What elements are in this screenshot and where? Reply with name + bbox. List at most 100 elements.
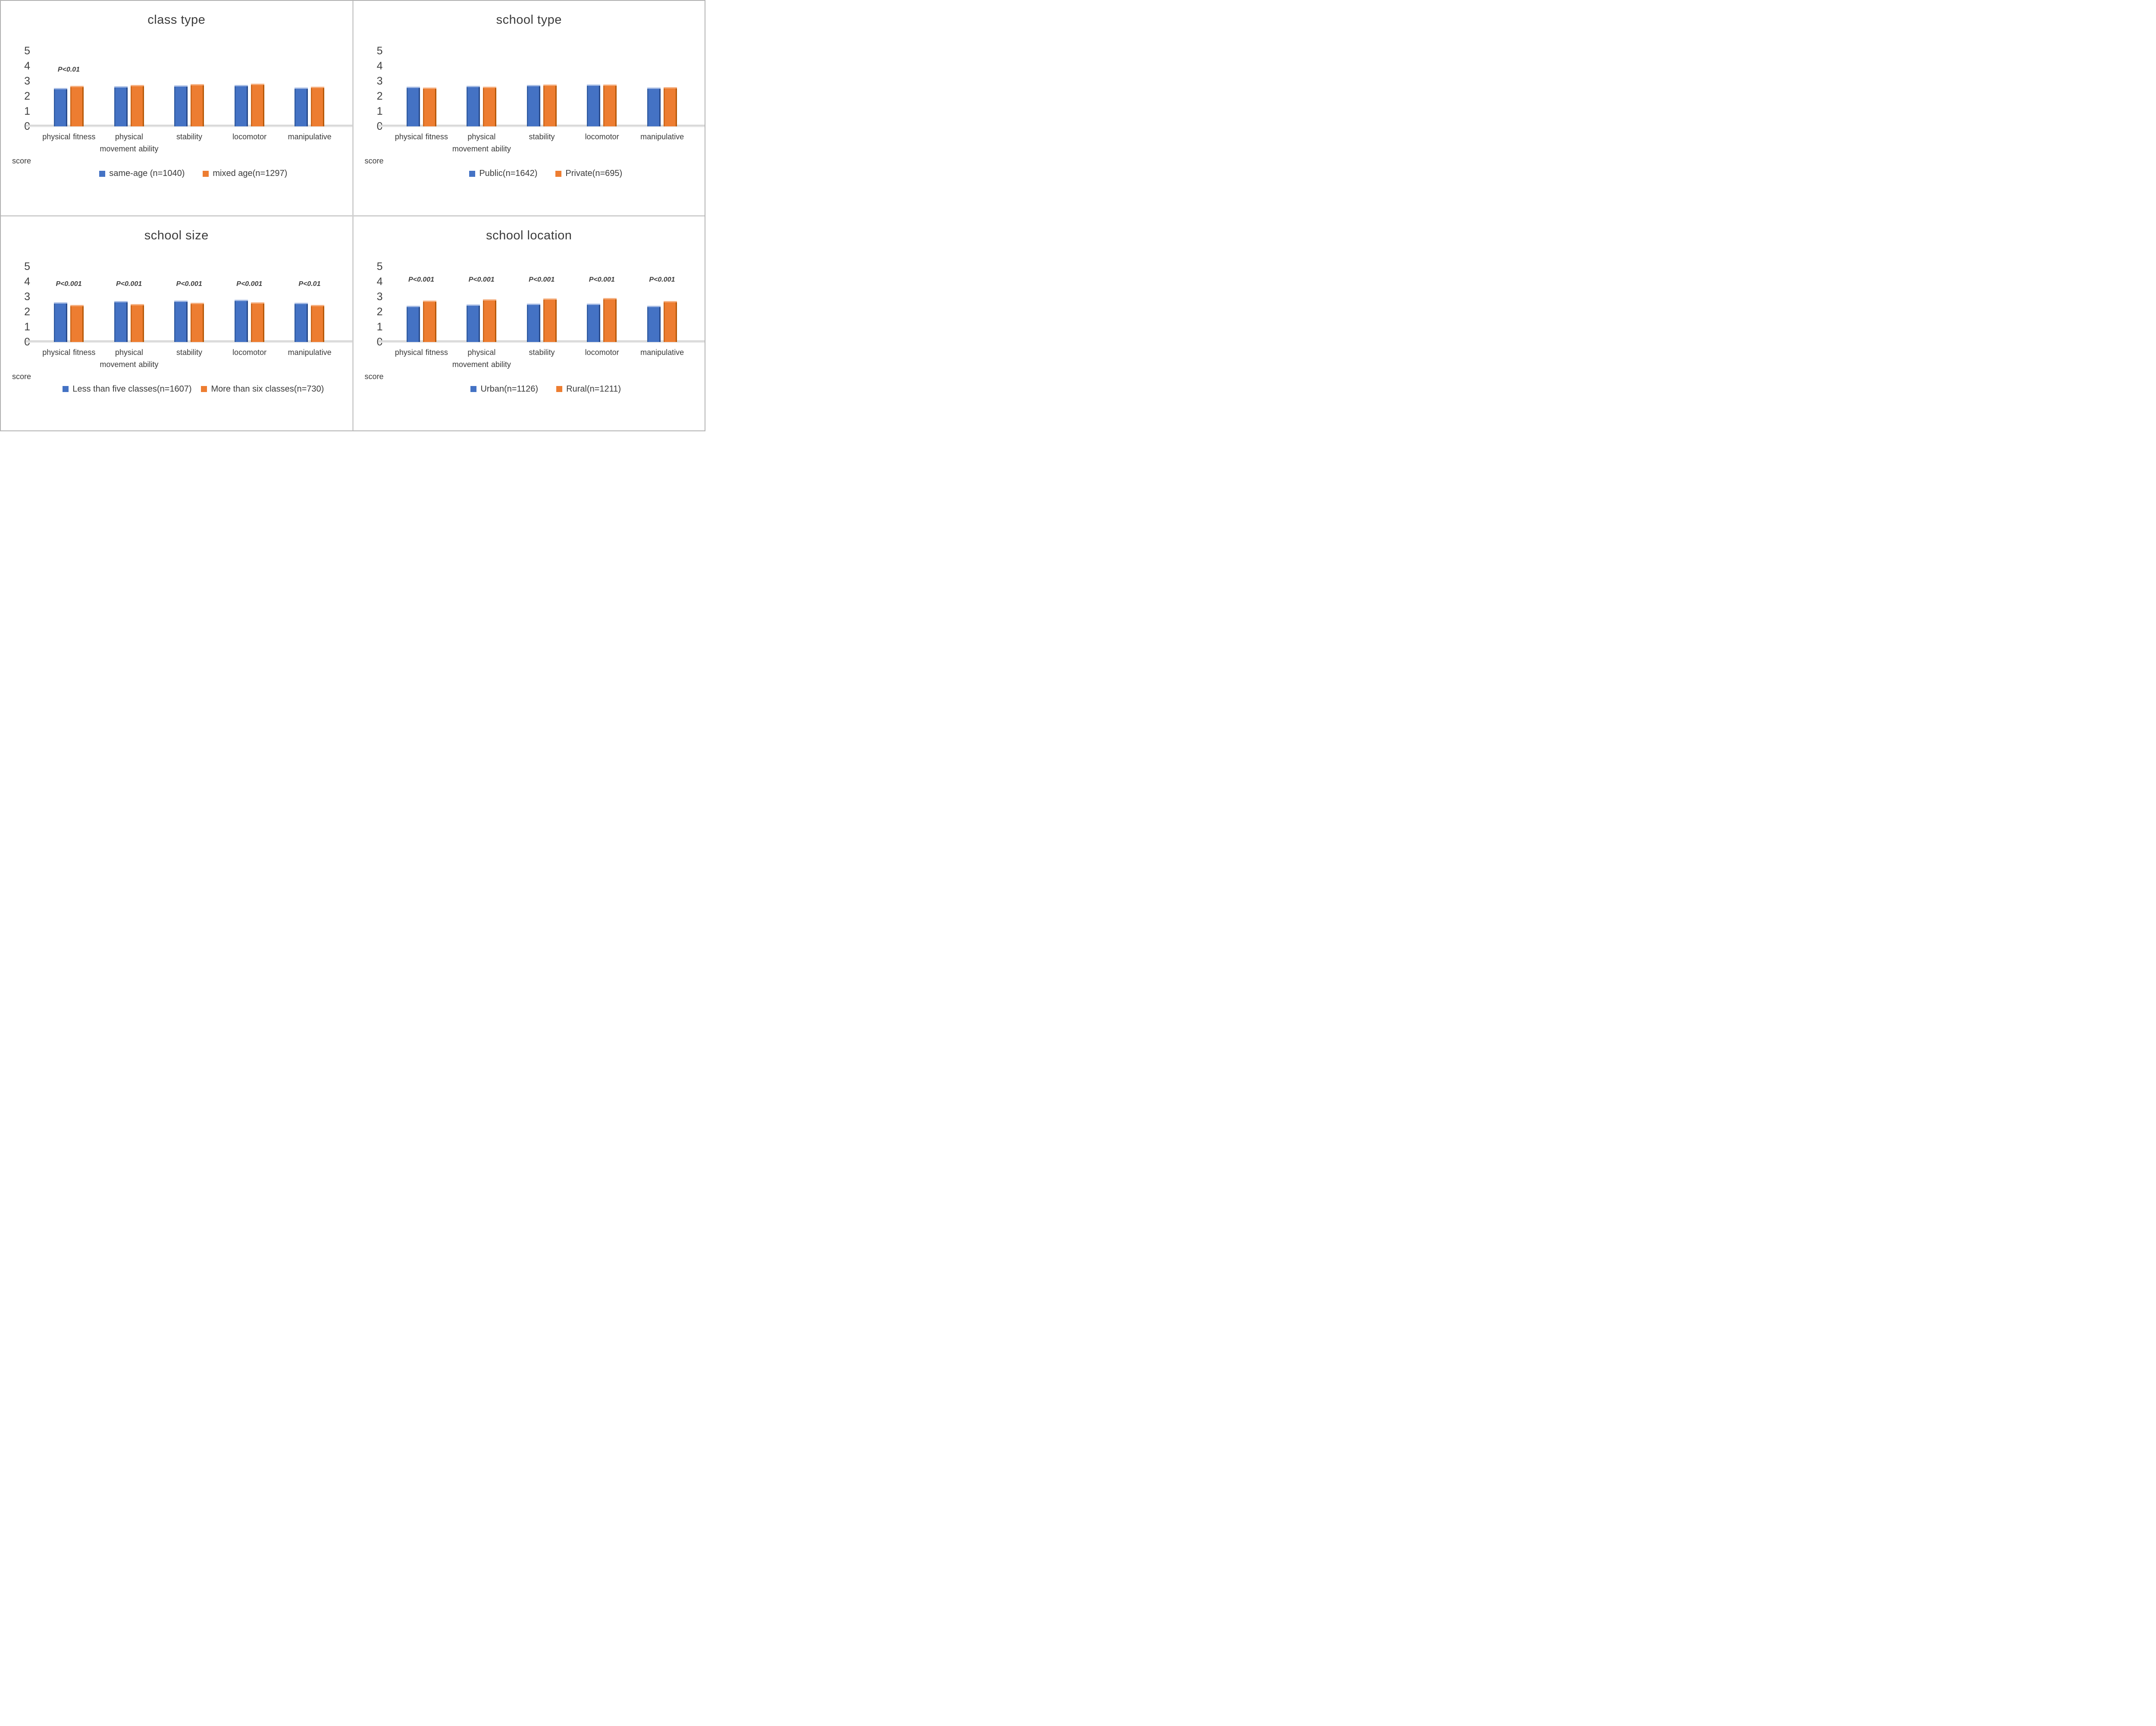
x-axis-line [378, 340, 705, 343]
bar-pair [159, 51, 219, 126]
bar-group: P<0.001 [159, 267, 219, 342]
y-axis-tick-label: 3 [376, 75, 383, 87]
bar-group [159, 51, 219, 126]
x-axis-category-label: stability [529, 348, 555, 357]
y-axis-tick-label: 4 [376, 275, 383, 288]
y-axis-tick-label: 5 [24, 45, 30, 57]
bar-group: P<0.001 [572, 267, 632, 342]
chart-title: class type [147, 13, 206, 27]
x-axis-category-label: physical fitness [42, 132, 96, 141]
legend-item: Rural(n=1211) [556, 384, 621, 394]
legend-swatch-icon [99, 170, 106, 177]
bar [191, 84, 204, 126]
bar [191, 302, 204, 342]
bar-pair [572, 51, 632, 126]
bar-group [632, 51, 692, 126]
legend-swatch-icon [556, 386, 563, 392]
bar-pair [632, 267, 692, 342]
bar-group [219, 51, 279, 126]
bar-pair [219, 267, 279, 342]
x-axis-category-label: manipulative [288, 348, 332, 357]
bar [663, 301, 677, 342]
x-axis-category-label: locomotor [232, 132, 267, 141]
p-value-annotation: P<0.001 [529, 276, 555, 283]
bar-group [392, 51, 451, 126]
bar-pair [392, 51, 451, 126]
bar-pair [632, 51, 692, 126]
bar [70, 85, 84, 126]
p-value-annotation: P<0.001 [116, 280, 142, 288]
bar-group: P<0.001 [632, 267, 692, 342]
legend: same-age (n=1040) mixed age(n=1297) [39, 169, 348, 179]
p-value-annotation: P<0.001 [56, 280, 82, 288]
legend-label: same-age (n=1040) [109, 169, 185, 178]
bar [234, 300, 248, 342]
chart-panel-school-type: school type012345physical fitnessphysica… [353, 1, 705, 215]
x-axis-category-label: locomotor [585, 132, 619, 141]
bar [295, 88, 308, 126]
y-axis-tick-label: 2 [24, 90, 30, 102]
plot-area: 012345 [377, 45, 705, 132]
y-axis-tick-label: 3 [24, 290, 30, 303]
bar [54, 88, 67, 126]
bar [174, 300, 188, 342]
legend-label: Private(n=695) [565, 169, 623, 178]
p-value-annotation: P<0.01 [298, 280, 321, 288]
y-axis-tick-label: 1 [24, 105, 30, 117]
y-axis-title-score: score [12, 157, 31, 165]
legend-label: mixed age(n=1297) [213, 169, 288, 178]
bar [114, 301, 128, 342]
plot-area: 012345P<0.01 [24, 45, 352, 132]
y-axis-tick-label: 3 [376, 290, 383, 303]
x-axis-category-label: physical fitness [42, 348, 96, 357]
bar-pair [279, 51, 339, 126]
bar-pair [572, 267, 632, 342]
bar [114, 86, 128, 126]
bar [406, 305, 420, 342]
bar-pair [451, 267, 511, 342]
bar-group [451, 51, 511, 126]
x-axis-category-label: manipulative [640, 132, 684, 141]
legend-item: More than six classes(n=730) [201, 384, 324, 394]
bar [526, 85, 540, 126]
legend-swatch-icon [555, 170, 562, 177]
chart-footer: score same-age (n=1040) mixed age(n=1297) [1, 156, 352, 190]
bar-pair [451, 51, 511, 126]
legend-swatch-icon [201, 386, 207, 392]
bar [251, 83, 264, 126]
legend: Urban(n=1126) Rural(n=1211) [392, 384, 701, 394]
bar-group [99, 51, 159, 126]
p-value-annotation: P<0.001 [649, 276, 675, 283]
bar [130, 85, 144, 126]
bar [663, 87, 677, 126]
x-axis-category-label: physical movement ability [100, 348, 159, 369]
legend-swatch-icon [469, 170, 476, 177]
bar-pair [39, 51, 99, 126]
p-value-annotation: P<0.001 [408, 276, 435, 283]
bar [483, 299, 497, 342]
legend: Less than five classes(n=1607) More than … [39, 384, 348, 394]
bar-pair [512, 267, 572, 342]
x-axis-category-label: stability [529, 132, 555, 141]
y-axis-tick-label: 5 [376, 45, 383, 57]
bar-pair [39, 267, 99, 342]
bar [603, 85, 617, 126]
chart-panel-school-location: school location012345P<0.001P<0.001P<0.0… [353, 216, 705, 430]
y-axis-tick-label: 4 [24, 60, 30, 72]
bar-group: P<0.001 [512, 267, 572, 342]
plot-area: 012345P<0.001P<0.001P<0.001P<0.001P<0.00… [377, 260, 705, 348]
x-axis-category-label: stability [176, 132, 202, 141]
y-axis-tick-label: 3 [24, 75, 30, 87]
legend-item: Private(n=695) [555, 169, 622, 179]
x-axis-category-labels: physical fitness physical movement abilit… [39, 346, 340, 370]
bar [543, 298, 557, 342]
y-axis-tick-label: 4 [376, 60, 383, 72]
x-axis-line [26, 340, 352, 343]
y-axis-tick-label: 5 [376, 260, 383, 273]
chart-footer: score Less than five classes(n=1607) More … [1, 371, 352, 406]
y-axis-title-score: score [364, 372, 384, 381]
legend: Public(n=1642) Private(n=695) [392, 169, 701, 179]
bar-group: P<0.001 [39, 267, 99, 342]
bar-group: P<0.001 [392, 267, 451, 342]
